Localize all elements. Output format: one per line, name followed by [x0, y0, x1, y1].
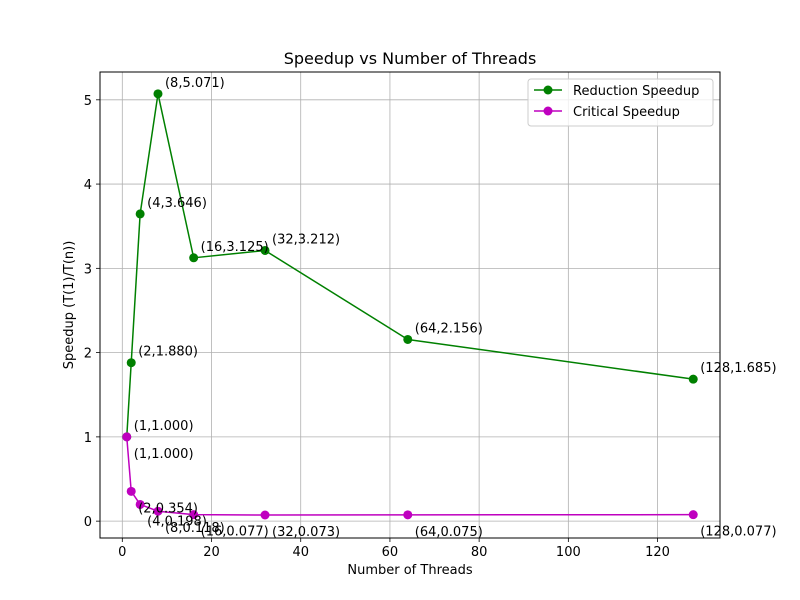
reduction-data-label: (1,1.000) [134, 419, 194, 434]
x-tick-label: 80 [471, 545, 488, 560]
critical-data-label: (128,0.077) [700, 525, 776, 540]
grid [100, 72, 720, 538]
legend: Reduction Speedup Critical Speedup [527, 78, 714, 127]
legend-box [527, 78, 714, 127]
y-tick-label: 1 [84, 431, 92, 446]
x-tick-label: 20 [203, 545, 220, 560]
critical-point [260, 510, 270, 520]
plot-frame [99, 71, 721, 539]
critical-data-label: (32,0.073) [272, 525, 340, 540]
critical-data-label: (64,0.075) [415, 525, 483, 540]
y-tick-label: 3 [84, 262, 92, 277]
reduction-data-label: (16,3.125) [201, 240, 269, 255]
y-axis: 0 1 2 3 4 5 [84, 94, 100, 530]
y-tick-label: 2 [84, 347, 92, 362]
reduction-point [260, 245, 270, 255]
reduction-point [135, 209, 145, 219]
x-tick-label: 60 [382, 545, 399, 560]
legend-label-reduction: Reduction Speedup [573, 84, 699, 99]
y-tick-label: 5 [84, 94, 92, 109]
reduction-point [688, 374, 698, 384]
reduction-point [403, 334, 413, 344]
x-tick-label: 0 [118, 545, 126, 560]
x-tick-label: 40 [292, 545, 309, 560]
reduction-data-label: (2,1.880) [138, 345, 198, 360]
critical-point [126, 486, 136, 496]
reduction-data-label: (32,3.212) [272, 232, 340, 247]
y-axis-label: Speedup (T(1)/T(n)) [62, 241, 77, 370]
critical-point [403, 510, 413, 520]
chart-title: Speedup vs Number of Threads [284, 49, 537, 68]
critical-data-label: (1,1.000) [134, 447, 194, 462]
y-tick-label: 0 [84, 515, 92, 530]
critical-data-label: (2,0.354) [138, 501, 198, 516]
reduction-data-label: (128,1.685) [700, 361, 776, 376]
reduction-data-label: (64,2.156) [415, 321, 483, 336]
x-axis: 0 20 40 60 80 100 120 [118, 538, 670, 560]
y-tick-label: 4 [84, 178, 92, 193]
series-group [122, 89, 698, 520]
reduction-data-label: (4,3.646) [147, 196, 207, 211]
legend-marker-critical [543, 106, 553, 116]
critical-point [189, 510, 199, 520]
critical-point [135, 499, 145, 509]
reduction-data-label: (8,5.071) [165, 76, 225, 91]
reduction-point [126, 358, 136, 368]
legend-label-critical: Critical Speedup [573, 105, 680, 120]
x-tick-label: 100 [556, 545, 581, 560]
critical-data-label: (4,0.198) [147, 514, 207, 529]
x-axis-label: Number of Threads [347, 563, 472, 578]
legend-marker-reduction [543, 85, 553, 95]
reduction-point [189, 253, 199, 263]
critical-data-label: (8,0.118) [165, 521, 225, 536]
reduction-point [153, 89, 163, 99]
critical-point [688, 510, 698, 520]
reduction-series-line [126, 93, 694, 437]
critical-point [122, 432, 132, 442]
critical-point [153, 506, 163, 516]
data-labels: (1,1.000) (2,1.880) (4,3.646) (8,5.071) (16,… [134, 76, 777, 540]
x-tick-label: 120 [645, 545, 670, 560]
critical-data-label: (16,0.077) [201, 525, 269, 540]
